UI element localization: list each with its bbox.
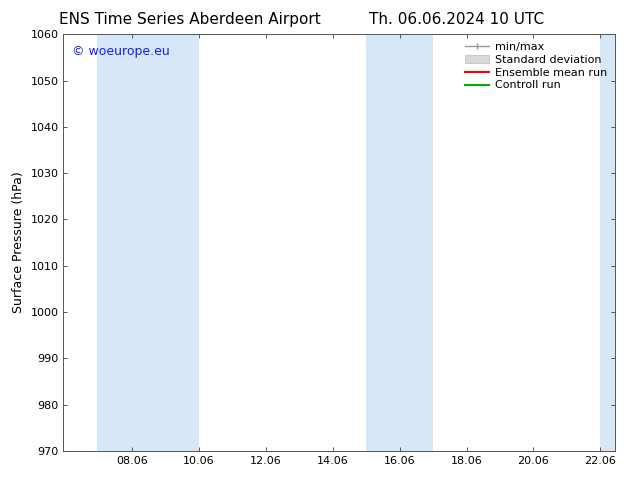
Text: © woeurope.eu: © woeurope.eu [72,45,169,58]
Bar [600,34,615,451]
Bar [97,34,199,451]
Bar [366,34,433,451]
Text: ENS Time Series Aberdeen Airport: ENS Time Series Aberdeen Airport [60,12,321,27]
Legend: min/max, Standard deviation, Ensemble mean run, Controll run: min/max, Standard deviation, Ensemble me… [462,39,611,94]
Y-axis label: Surface Pressure (hPa): Surface Pressure (hPa) [12,172,25,314]
Text: Th. 06.06.2024 10 UTC: Th. 06.06.2024 10 UTC [369,12,544,27]
